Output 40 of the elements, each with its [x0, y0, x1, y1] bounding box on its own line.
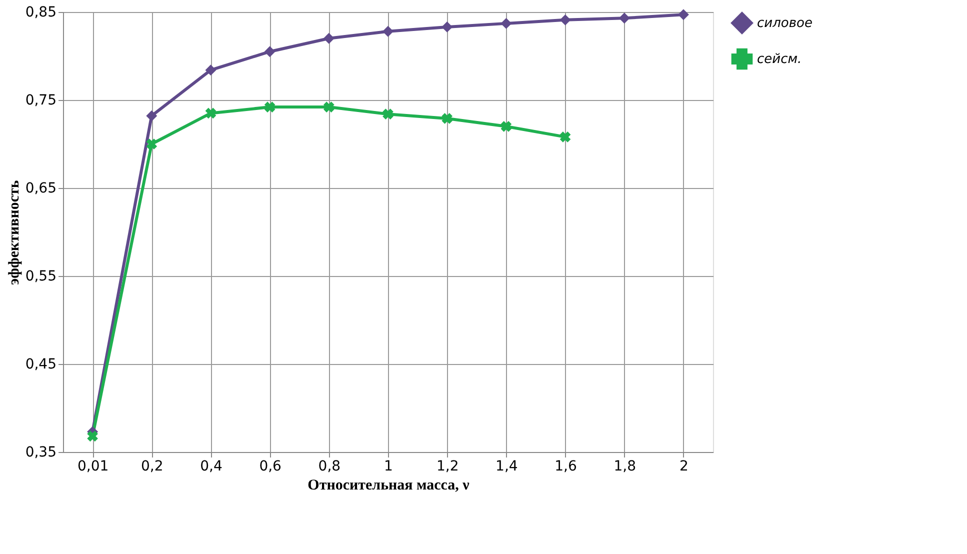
x-tick-label: 1,2: [436, 458, 459, 474]
point: [500, 120, 512, 132]
x-tick-label: 1,6: [554, 458, 577, 474]
x-tick-label: 0,8: [318, 458, 341, 474]
point: [205, 64, 216, 76]
x-tick-label: 0,6: [259, 458, 282, 474]
y-axis-title: эффективность: [6, 180, 22, 285]
y-tick-label: 0,45: [25, 356, 56, 372]
point: [382, 108, 394, 120]
point: [87, 430, 98, 442]
point: [560, 132, 571, 142]
point: [264, 46, 276, 58]
point: [323, 102, 334, 112]
point: [560, 14, 571, 26]
point: [146, 110, 158, 122]
point: [618, 12, 630, 24]
point: [382, 26, 394, 37]
x-tick-label: 0,4: [200, 458, 222, 474]
x-tick-label: 2: [679, 458, 688, 474]
y-tick-label: 0,35: [25, 444, 56, 460]
y-tick-label: 0,75: [25, 92, 56, 108]
x-tick-label: 0,2: [141, 458, 164, 474]
point: [146, 138, 158, 150]
point: [500, 18, 512, 29]
y-tick-label: 0,55: [25, 268, 56, 284]
x-tick-label: 0,01: [77, 458, 109, 474]
point: [323, 32, 334, 44]
x-tick-label: 1,8: [614, 458, 636, 474]
y-tick-label: 0,85: [25, 4, 56, 20]
legend-label: сейсм.: [757, 52, 802, 67]
legend-label: силовое: [757, 16, 812, 31]
point: [442, 21, 453, 32]
point: [678, 9, 689, 20]
y-tick-label: 0,65: [25, 180, 56, 196]
x-tick-label: 1: [384, 458, 393, 474]
x-tick-label: 1,4: [496, 458, 518, 474]
point: [442, 113, 453, 124]
point: [264, 102, 276, 112]
point: [205, 108, 216, 119]
x-axis-title: Относительная масса, ν: [308, 478, 470, 494]
